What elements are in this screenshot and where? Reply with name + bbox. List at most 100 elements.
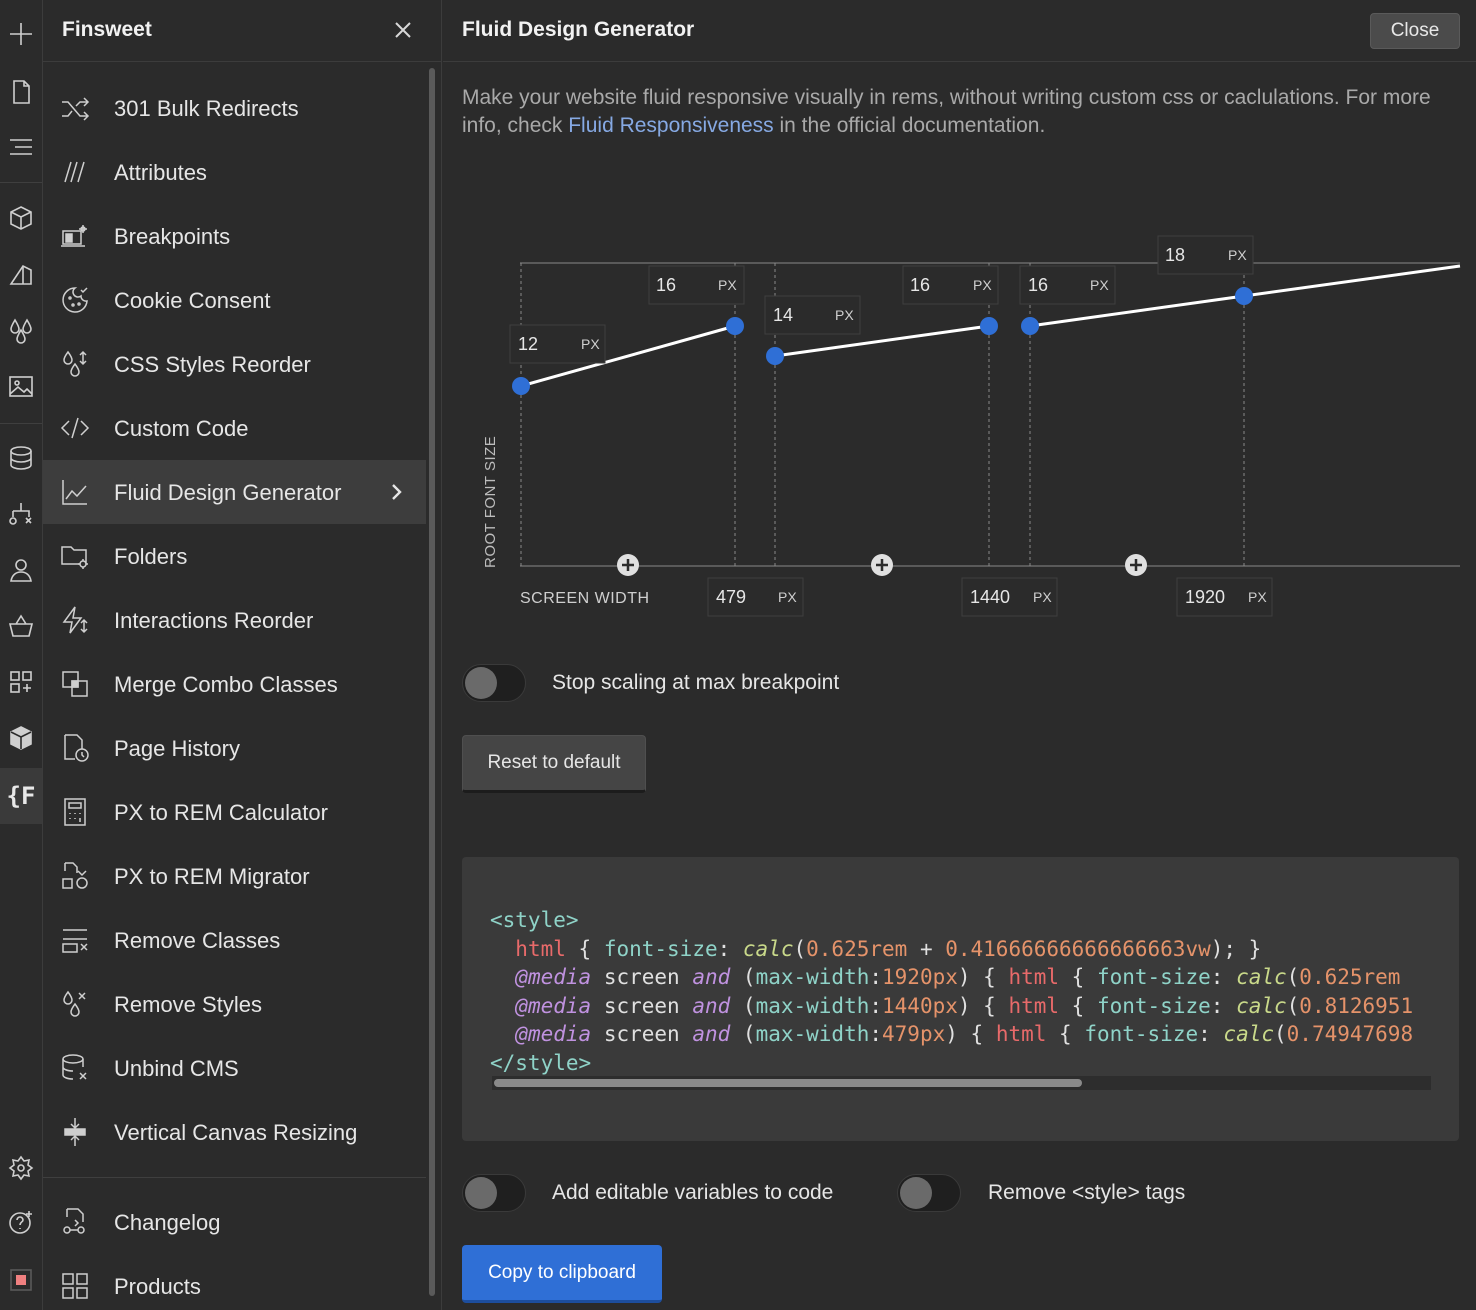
menu-item-label: PX to REM Migrator — [114, 864, 310, 889]
styles-reorder-icon — [57, 348, 93, 380]
chart-line-icon — [57, 476, 93, 508]
menu-item-px-to-rem-migrator[interactable]: PX to REM Migrator — [43, 844, 426, 908]
menu-item-merge-combo-classes[interactable]: Merge Combo Classes — [43, 652, 426, 716]
stop-scaling-label: Stop scaling at max breakpoint — [552, 671, 840, 694]
style-selector-icon[interactable] — [0, 254, 42, 294]
font-size-input[interactable]: 16 PX — [648, 265, 745, 305]
close-button[interactable]: Close — [1370, 13, 1460, 49]
box-icon[interactable] — [0, 718, 42, 758]
font-size-value: 12 — [518, 334, 538, 354]
plus-icon[interactable] — [0, 14, 42, 54]
menu-item-remove-classes[interactable]: Remove Classes — [43, 908, 426, 972]
add-breakpoint-button[interactable] — [1125, 554, 1147, 576]
segment-line — [1029, 294, 1245, 328]
menu-item-label: PX to REM Calculator — [114, 800, 328, 825]
menu-item-custom-code[interactable]: Custom Code — [43, 396, 426, 460]
fluid-responsiveness-link[interactable]: Fluid Responsiveness — [568, 114, 774, 137]
tool-rail: {F — [0, 0, 43, 1310]
panel-scrollbar[interactable] — [429, 68, 435, 1296]
breakpoint-value: 1920 — [1185, 587, 1225, 607]
help-icon[interactable] — [0, 1202, 42, 1242]
menu-item-label: Unbind CMS — [114, 1056, 239, 1081]
breakpoint-input[interactable]: 1920 PX — [1176, 577, 1273, 617]
panel-divider — [43, 1177, 426, 1178]
y-axis-label: ROOT FONT SIZE — [482, 436, 499, 568]
point-handle[interactable] — [980, 317, 998, 335]
menu-item-label: 301 Bulk Redirects — [114, 96, 299, 121]
font-size-input[interactable]: 14 PX — [764, 295, 861, 335]
components-icon[interactable] — [0, 198, 42, 238]
page-icon[interactable] — [0, 72, 42, 112]
description-text: Make your website fluid responsive visua… — [462, 86, 1431, 137]
remove-style-tags-toggle[interactable] — [897, 1174, 961, 1212]
stop-scaling-toggle[interactable] — [462, 664, 526, 702]
breakpoint-input[interactable]: 479 PX — [707, 577, 804, 617]
menu-item-css-styles-reorder[interactable]: CSS Styles Reorder — [43, 332, 426, 396]
add-variables-toggle[interactable] — [462, 1174, 526, 1212]
attributes-icon — [57, 156, 93, 188]
add-breakpoint-button[interactable] — [617, 554, 639, 576]
record-icon[interactable] — [0, 1260, 42, 1300]
copy-to-clipboard-button[interactable]: Copy to clipboard — [462, 1245, 662, 1303]
font-size-input[interactable]: 18 PX — [1157, 235, 1254, 275]
menu-item-fluid-design-generator[interactable]: Fluid Design Generator — [43, 460, 426, 524]
reset-to-default-button[interactable]: Reset to default — [462, 735, 646, 793]
point-handle[interactable] — [512, 377, 530, 395]
menu-item-remove-styles[interactable]: Remove Styles — [43, 972, 426, 1036]
logic-icon[interactable] — [0, 494, 42, 534]
menu-item-changelog[interactable]: Changelog — [43, 1190, 426, 1254]
breakpoint-input[interactable]: 1440 PX — [961, 577, 1058, 617]
code-scrollbar-thumb[interactable] — [494, 1079, 1082, 1087]
menu-item-page-history[interactable]: Page History — [43, 716, 426, 780]
description: Make your website fluid responsive visua… — [462, 84, 1462, 140]
font-size-input[interactable]: 12 PX — [509, 324, 606, 364]
menu-item-label: Custom Code — [114, 416, 249, 441]
page-title: Fluid Design Generator — [462, 18, 695, 41]
cms-icon[interactable] — [0, 438, 42, 478]
font-size-input[interactable]: 16 PX — [902, 265, 999, 305]
unit-label: PX — [973, 277, 992, 293]
menu-item-label: Vertical Canvas Resizing — [114, 1120, 358, 1145]
grid-icon — [57, 1270, 93, 1302]
menu-item-interactions-reorder[interactable]: Interactions Reorder — [43, 588, 426, 652]
menu-item-products[interactable]: Products — [43, 1254, 426, 1310]
add-variables-label: Add editable variables to code — [552, 1181, 834, 1204]
x-axis-label: SCREEN WIDTH — [520, 590, 650, 607]
breakpoints-icon — [57, 220, 93, 252]
ecommerce-icon[interactable] — [0, 606, 42, 646]
menu-item-label: Remove Styles — [114, 992, 262, 1017]
panel-header: Finsweet — [43, 0, 442, 62]
font-size-value: 16 — [656, 275, 676, 295]
code-scrollbar[interactable] — [492, 1076, 1431, 1090]
menu-item-label: Attributes — [114, 160, 207, 185]
code-block[interactable]: <style> html { font-size: calc(0.625rem … — [490, 908, 1414, 1075]
navigator-icon[interactable] — [0, 127, 42, 167]
unit-label: PX — [1248, 589, 1267, 605]
point-handle[interactable] — [1021, 317, 1039, 335]
menu-item-301-bulk-redirects[interactable]: 301 Bulk Redirects — [43, 76, 426, 140]
unit-label: PX — [581, 336, 600, 352]
add-breakpoint-button[interactable] — [871, 554, 893, 576]
font-size-input[interactable]: 16 PX — [1019, 265, 1116, 305]
menu-item-breakpoints[interactable]: Breakpoints — [43, 204, 426, 268]
unit-label: PX — [778, 589, 797, 605]
users-icon[interactable] — [0, 550, 42, 590]
finsweet-icon[interactable]: {F — [0, 768, 42, 824]
remove-styles-icon — [57, 988, 93, 1020]
menu-item-px-to-rem-calculator[interactable]: PX to REM Calculator — [43, 780, 426, 844]
menu-item-vertical-canvas-resizing[interactable]: Vertical Canvas Resizing — [43, 1100, 426, 1164]
menu-item-folders[interactable]: Folders — [43, 524, 426, 588]
menu-item-cookie-consent[interactable]: Cookie Consent — [43, 268, 426, 332]
folder-gear-icon — [57, 540, 93, 572]
menu-item-label: Products — [114, 1274, 201, 1299]
assets-icon[interactable] — [0, 366, 42, 406]
point-handle[interactable] — [766, 347, 784, 365]
color-drops-icon[interactable] — [0, 310, 42, 350]
panel-close-button[interactable] — [391, 18, 415, 42]
settings-icon[interactable] — [0, 1148, 42, 1188]
menu-item-unbind-cms[interactable]: Unbind CMS — [43, 1036, 426, 1100]
menu-item-attributes[interactable]: Attributes — [43, 140, 426, 204]
point-handle[interactable] — [726, 317, 744, 335]
apps-icon[interactable] — [0, 662, 42, 702]
point-handle[interactable] — [1235, 287, 1253, 305]
